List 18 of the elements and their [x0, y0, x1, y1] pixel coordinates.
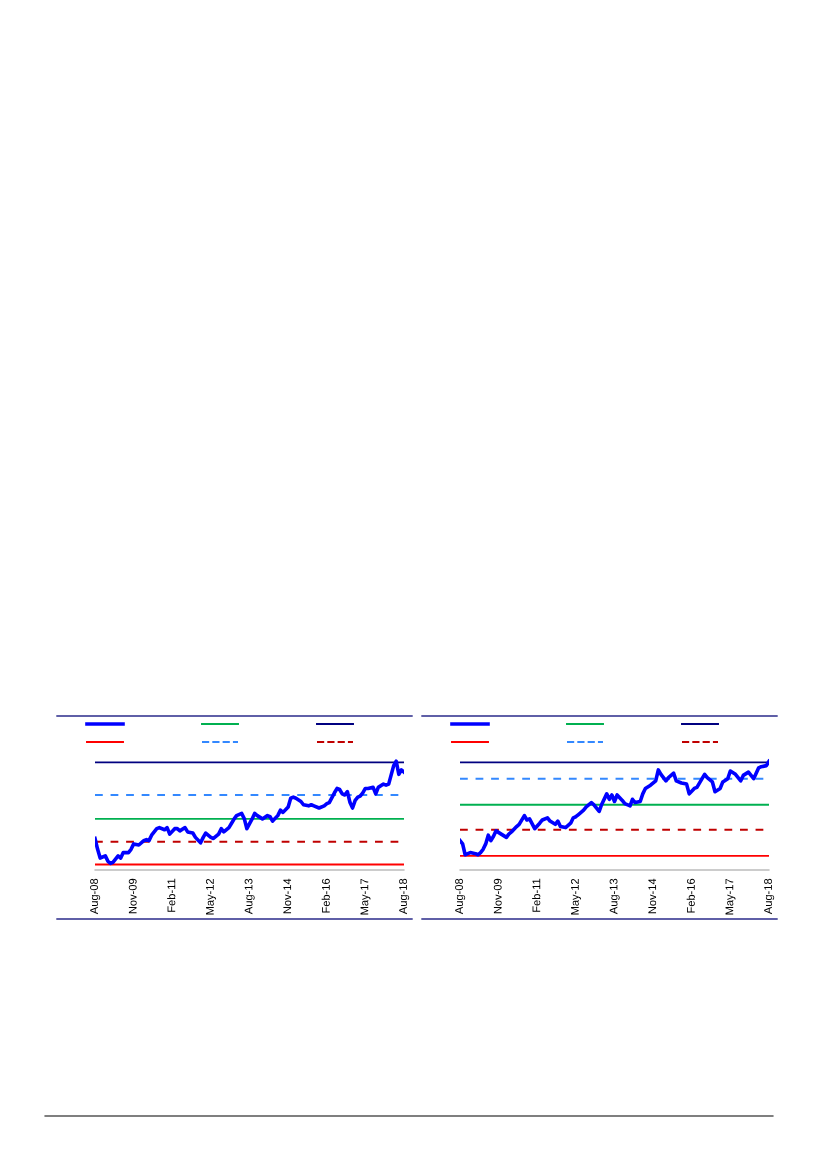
x-tick-label: May-12	[205, 878, 217, 915]
x-tick-label: Aug-18	[764, 878, 775, 915]
x-tick-label: Aug-18	[399, 878, 410, 915]
x-tick-label: Aug-08	[90, 878, 101, 915]
x-tick-label: Aug-08	[455, 878, 466, 915]
x-tick-label: Feb-16	[686, 878, 695, 913]
x-tick-label: Nov-09	[493, 878, 502, 914]
x-tick-label: Feb-11	[532, 878, 541, 912]
x-tick-label: May-17	[360, 878, 371, 915]
x-tick-label: May-12	[570, 878, 582, 915]
x-tick-label: Nov-09	[128, 878, 137, 914]
x-tick-label: Feb-16	[321, 878, 330, 913]
x-tick-label: Nov-14	[283, 878, 292, 914]
x-tick-label: May-17	[725, 878, 736, 915]
x-tick-label: Aug-13	[244, 878, 255, 915]
x-tick-label: Feb-11	[167, 878, 176, 912]
x-tick-label: Nov-14	[648, 878, 657, 914]
x-tick-label: Aug-13	[609, 878, 620, 915]
